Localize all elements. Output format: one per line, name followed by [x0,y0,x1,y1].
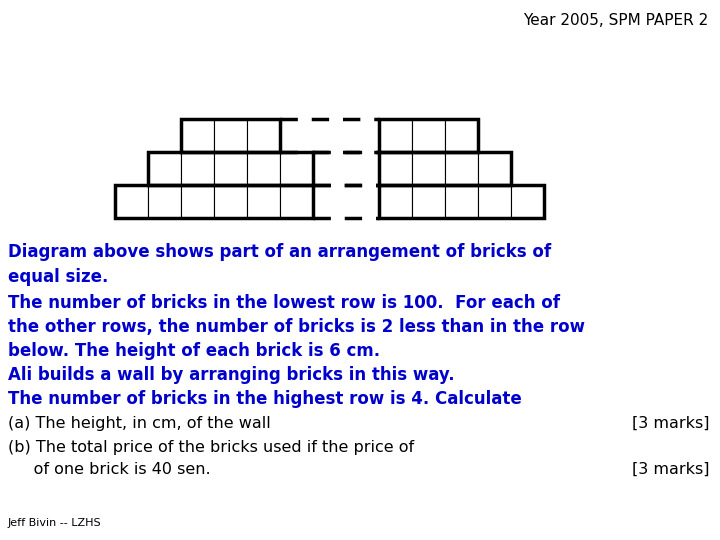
Bar [181,119,214,152]
Bar [214,152,247,185]
Text: below. The height of each brick is 6 cm.: below. The height of each brick is 6 cm. [8,342,380,360]
Text: the other rows, the number of bricks is 2 less than in the row: the other rows, the number of bricks is … [8,318,585,336]
Bar [181,185,214,218]
Text: Ali builds a wall by arranging bricks in this way.: Ali builds a wall by arranging bricks in… [8,366,454,384]
Text: The number of bricks in the highest row is 4. Calculate: The number of bricks in the highest row … [8,390,522,408]
Bar [115,185,148,218]
Text: Jeff Bivin -- LZHS: Jeff Bivin -- LZHS [8,518,102,528]
Bar [181,119,280,152]
Bar [445,185,478,218]
Bar [445,119,478,152]
Bar [412,185,445,218]
Text: Year 2005, SPM PAPER 2: Year 2005, SPM PAPER 2 [523,13,708,28]
Bar [148,152,313,185]
Bar [115,185,313,218]
Bar [247,119,280,152]
Bar [247,152,280,185]
Text: (a) The height, in cm, of the wall: (a) The height, in cm, of the wall [8,416,271,431]
Text: [3 marks]: [3 marks] [632,416,710,431]
Text: of one brick is 40 sen.: of one brick is 40 sen. [8,462,211,477]
Bar [247,185,280,218]
Bar [478,185,511,218]
Text: equal size.: equal size. [8,268,109,286]
Bar [280,152,313,185]
Bar [379,152,511,185]
Bar [280,185,313,218]
Bar [214,119,247,152]
Bar [478,152,511,185]
Bar [379,119,478,152]
Bar [412,152,445,185]
Bar [379,119,412,152]
Bar [379,185,412,218]
Bar [445,152,478,185]
Bar [511,185,544,218]
Bar [148,152,181,185]
Bar [181,152,214,185]
Bar [412,119,445,152]
Bar [379,152,412,185]
Bar [148,185,181,218]
Text: (b) The total price of the bricks used if the price of: (b) The total price of the bricks used i… [8,440,414,455]
Text: Diagram above shows part of an arrangement of bricks of: Diagram above shows part of an arrangeme… [8,243,551,261]
Text: [3 marks]: [3 marks] [632,462,710,477]
Bar [379,185,544,218]
Text: The number of bricks in the lowest row is 100.  For each of: The number of bricks in the lowest row i… [8,294,560,312]
Bar [214,185,247,218]
